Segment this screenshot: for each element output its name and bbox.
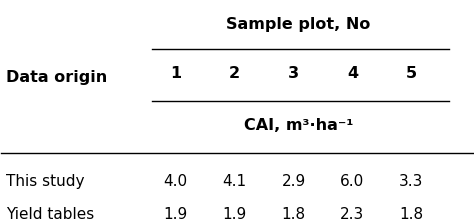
Text: 6.0: 6.0 xyxy=(340,174,365,189)
Text: 4.0: 4.0 xyxy=(164,174,188,189)
Text: 1.9: 1.9 xyxy=(222,207,247,222)
Text: 3.3: 3.3 xyxy=(399,174,424,189)
Text: 1.9: 1.9 xyxy=(164,207,188,222)
Text: Data origin: Data origin xyxy=(6,70,107,85)
Text: This study: This study xyxy=(6,174,84,189)
Text: 4: 4 xyxy=(347,66,358,81)
Text: 3: 3 xyxy=(288,66,299,81)
Text: Yield tables: Yield tables xyxy=(6,207,94,222)
Text: Sample plot, No: Sample plot, No xyxy=(226,17,371,32)
Text: CAI, m³·ha⁻¹: CAI, m³·ha⁻¹ xyxy=(244,118,353,133)
Text: 1.8: 1.8 xyxy=(399,207,423,222)
Text: 2.9: 2.9 xyxy=(282,174,306,189)
Text: 1: 1 xyxy=(170,66,181,81)
Text: 2.3: 2.3 xyxy=(340,207,365,222)
Text: 4.1: 4.1 xyxy=(223,174,246,189)
Text: 5: 5 xyxy=(406,66,417,81)
Text: 1.8: 1.8 xyxy=(282,207,306,222)
Text: 2: 2 xyxy=(229,66,240,81)
